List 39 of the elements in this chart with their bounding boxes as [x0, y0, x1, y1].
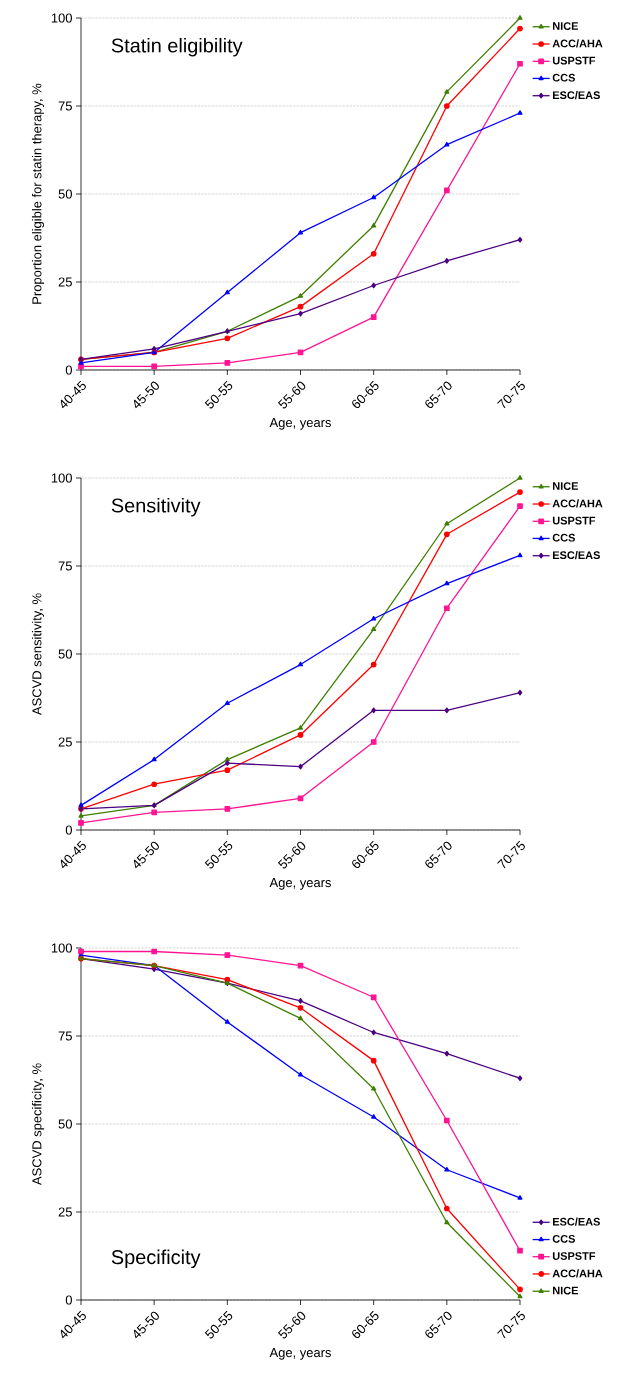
legend-label: NICE [553, 482, 579, 490]
legend-label: USPSTF [552, 516, 596, 525]
legend-label: ACC/AHA [552, 499, 603, 508]
legend-label: CCS [552, 533, 575, 542]
y-tick-label: 0 [65, 825, 72, 835]
y-tick-label: 100 [51, 943, 72, 953]
legend-label: CCS [552, 73, 575, 82]
legend-label: NICE [553, 1286, 579, 1295]
legend-label: ESC/EAS [553, 550, 600, 560]
y-tick-label: 0 [65, 1295, 72, 1305]
legend-label: ESC/EAS [553, 90, 600, 100]
legend-label: CCS [552, 1235, 575, 1243]
x-axis-title: Age, years [269, 418, 331, 430]
y-tick-label: 50 [58, 1119, 72, 1129]
y-axis-title: ASCVD specificity, % [31, 1063, 45, 1186]
y-axis-title: Proportion eligible for statin therapy, % [31, 83, 45, 304]
y-tick-label: 75 [58, 561, 72, 571]
y-tick-label: 25 [58, 277, 72, 287]
y-tick-label: 75 [58, 101, 72, 111]
legend-label: ACC/AHA [552, 39, 603, 48]
legend-label: ACC/AHA [552, 1269, 603, 1278]
y-tick-label: 75 [58, 1031, 72, 1041]
legend-label: ESC/EAS [553, 1217, 600, 1226]
y-tick-label: 0 [65, 365, 72, 375]
y-tick-label: 100 [51, 473, 72, 483]
x-axis-title: Age, years [269, 878, 331, 890]
legend-label: USPSTF [552, 56, 596, 65]
legend-label: USPSTF [552, 1252, 596, 1260]
text: Specificity [111, 1249, 201, 1269]
text: Sensitivity [111, 497, 201, 517]
y-axis-title: ASCVD sensitivity, % [31, 593, 45, 716]
y-tick-label: 25 [58, 1207, 72, 1217]
y-tick-label: 50 [58, 189, 72, 199]
legend-label: NICE [553, 22, 579, 30]
text: Statin eligibility [111, 37, 243, 57]
x-axis-title: Age, years [269, 1348, 331, 1360]
y-tick-label: 25 [58, 737, 72, 747]
y-tick-label: 50 [58, 649, 72, 659]
y-tick-label: 100 [51, 13, 72, 23]
